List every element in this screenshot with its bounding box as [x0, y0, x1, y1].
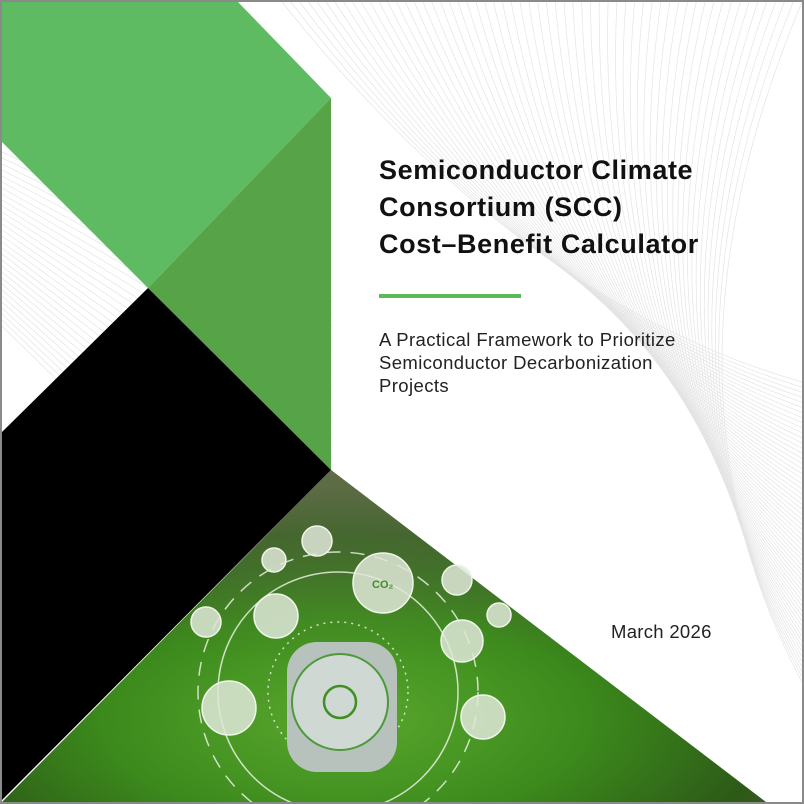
fan-line [493, 2, 802, 505]
fan-line [636, 2, 802, 591]
fan-line [519, 2, 802, 520]
fan-line [387, 2, 802, 444]
subtitle-line: Projects [379, 375, 450, 396]
moss-photo: CO₂ [2, 470, 766, 802]
fan-line [655, 2, 802, 606]
fan-line [361, 2, 802, 429]
factory-icon [253, 593, 299, 639]
fan-line [643, 2, 802, 596]
fan-line [707, 2, 802, 662]
fan-line [661, 2, 802, 612]
fan-line [299, 2, 802, 393]
subtitle-line: A Practical Framework to Prioritize [379, 329, 676, 350]
recycle-icon [440, 619, 484, 663]
fan-line [405, 2, 802, 454]
fan-line [563, 2, 802, 545]
fan-line [352, 2, 802, 424]
fan-line [714, 2, 802, 673]
fan-line [281, 2, 802, 383]
gear-recycle-icon [190, 606, 222, 638]
fan-line [554, 2, 802, 540]
fan-line [457, 2, 802, 484]
document-subtitle: A Practical Framework to Prioritize Semi… [379, 328, 676, 397]
fan-line [501, 2, 802, 510]
leaf-hand-icon [486, 602, 512, 628]
fan-line [699, 2, 802, 652]
fan-line [396, 2, 802, 449]
globe-hands-icon [441, 564, 473, 596]
fan-line [475, 2, 802, 495]
light-green-shape [2, 2, 331, 288]
fan-line [721, 2, 802, 683]
fan-line [607, 2, 802, 571]
fan-line [622, 2, 802, 581]
wind-turbine-icon [301, 525, 333, 557]
dark-green-shape [148, 98, 331, 470]
fan-line [615, 2, 802, 576]
fan-line [682, 2, 802, 632]
fan-line [711, 2, 802, 667]
fan-line [695, 2, 802, 647]
fan-line [630, 2, 802, 586]
fan-line [672, 2, 802, 622]
fan-line [325, 2, 802, 408]
fan-line [316, 2, 802, 403]
fan-line [334, 2, 802, 413]
earth-cycle-icon [291, 653, 389, 751]
black-shape [2, 288, 331, 800]
fan-line [691, 2, 802, 642]
fan-line [369, 2, 802, 434]
fan-line [572, 2, 802, 551]
fan-line [466, 2, 802, 490]
subtitle-line: Semiconductor Decarbonization [379, 352, 653, 373]
fan-line [718, 2, 802, 678]
fan-line [422, 2, 802, 464]
fan-line [704, 2, 802, 657]
fan-line [581, 2, 802, 556]
fan-line [546, 2, 802, 535]
fan-line [343, 2, 802, 418]
title-divider [379, 294, 521, 298]
fan-line [687, 2, 802, 637]
title-line: Semiconductor Climate [379, 155, 694, 185]
document-title: Semiconductor Climate Consortium (SCC) C… [379, 152, 699, 263]
fan-line [413, 2, 802, 459]
hammer-icon [261, 547, 287, 573]
fan-line [290, 2, 802, 388]
fan-line [649, 2, 802, 601]
publication-date: March 2026 [611, 621, 712, 642]
title-line: Consortium (SCC) [379, 192, 623, 222]
fan-line [440, 2, 802, 474]
fan-line [510, 2, 802, 515]
fan-line [449, 2, 802, 479]
fan-line [667, 2, 802, 617]
lightbulb-leaf-icon [201, 680, 257, 736]
fan-line [598, 2, 802, 566]
footprint-icon [460, 694, 506, 740]
fan-line [431, 2, 802, 469]
fan-line [378, 2, 802, 439]
fan-line [590, 2, 802, 561]
fan-line [528, 2, 802, 525]
fan-line [677, 2, 802, 627]
svg-text:CO₂: CO₂ [372, 579, 394, 591]
co2-reduction-icon [352, 552, 414, 614]
title-line: Cost–Benefit Calculator [379, 229, 699, 259]
fan-line [537, 2, 802, 530]
fan-line [308, 2, 802, 398]
fan-line [484, 2, 802, 500]
